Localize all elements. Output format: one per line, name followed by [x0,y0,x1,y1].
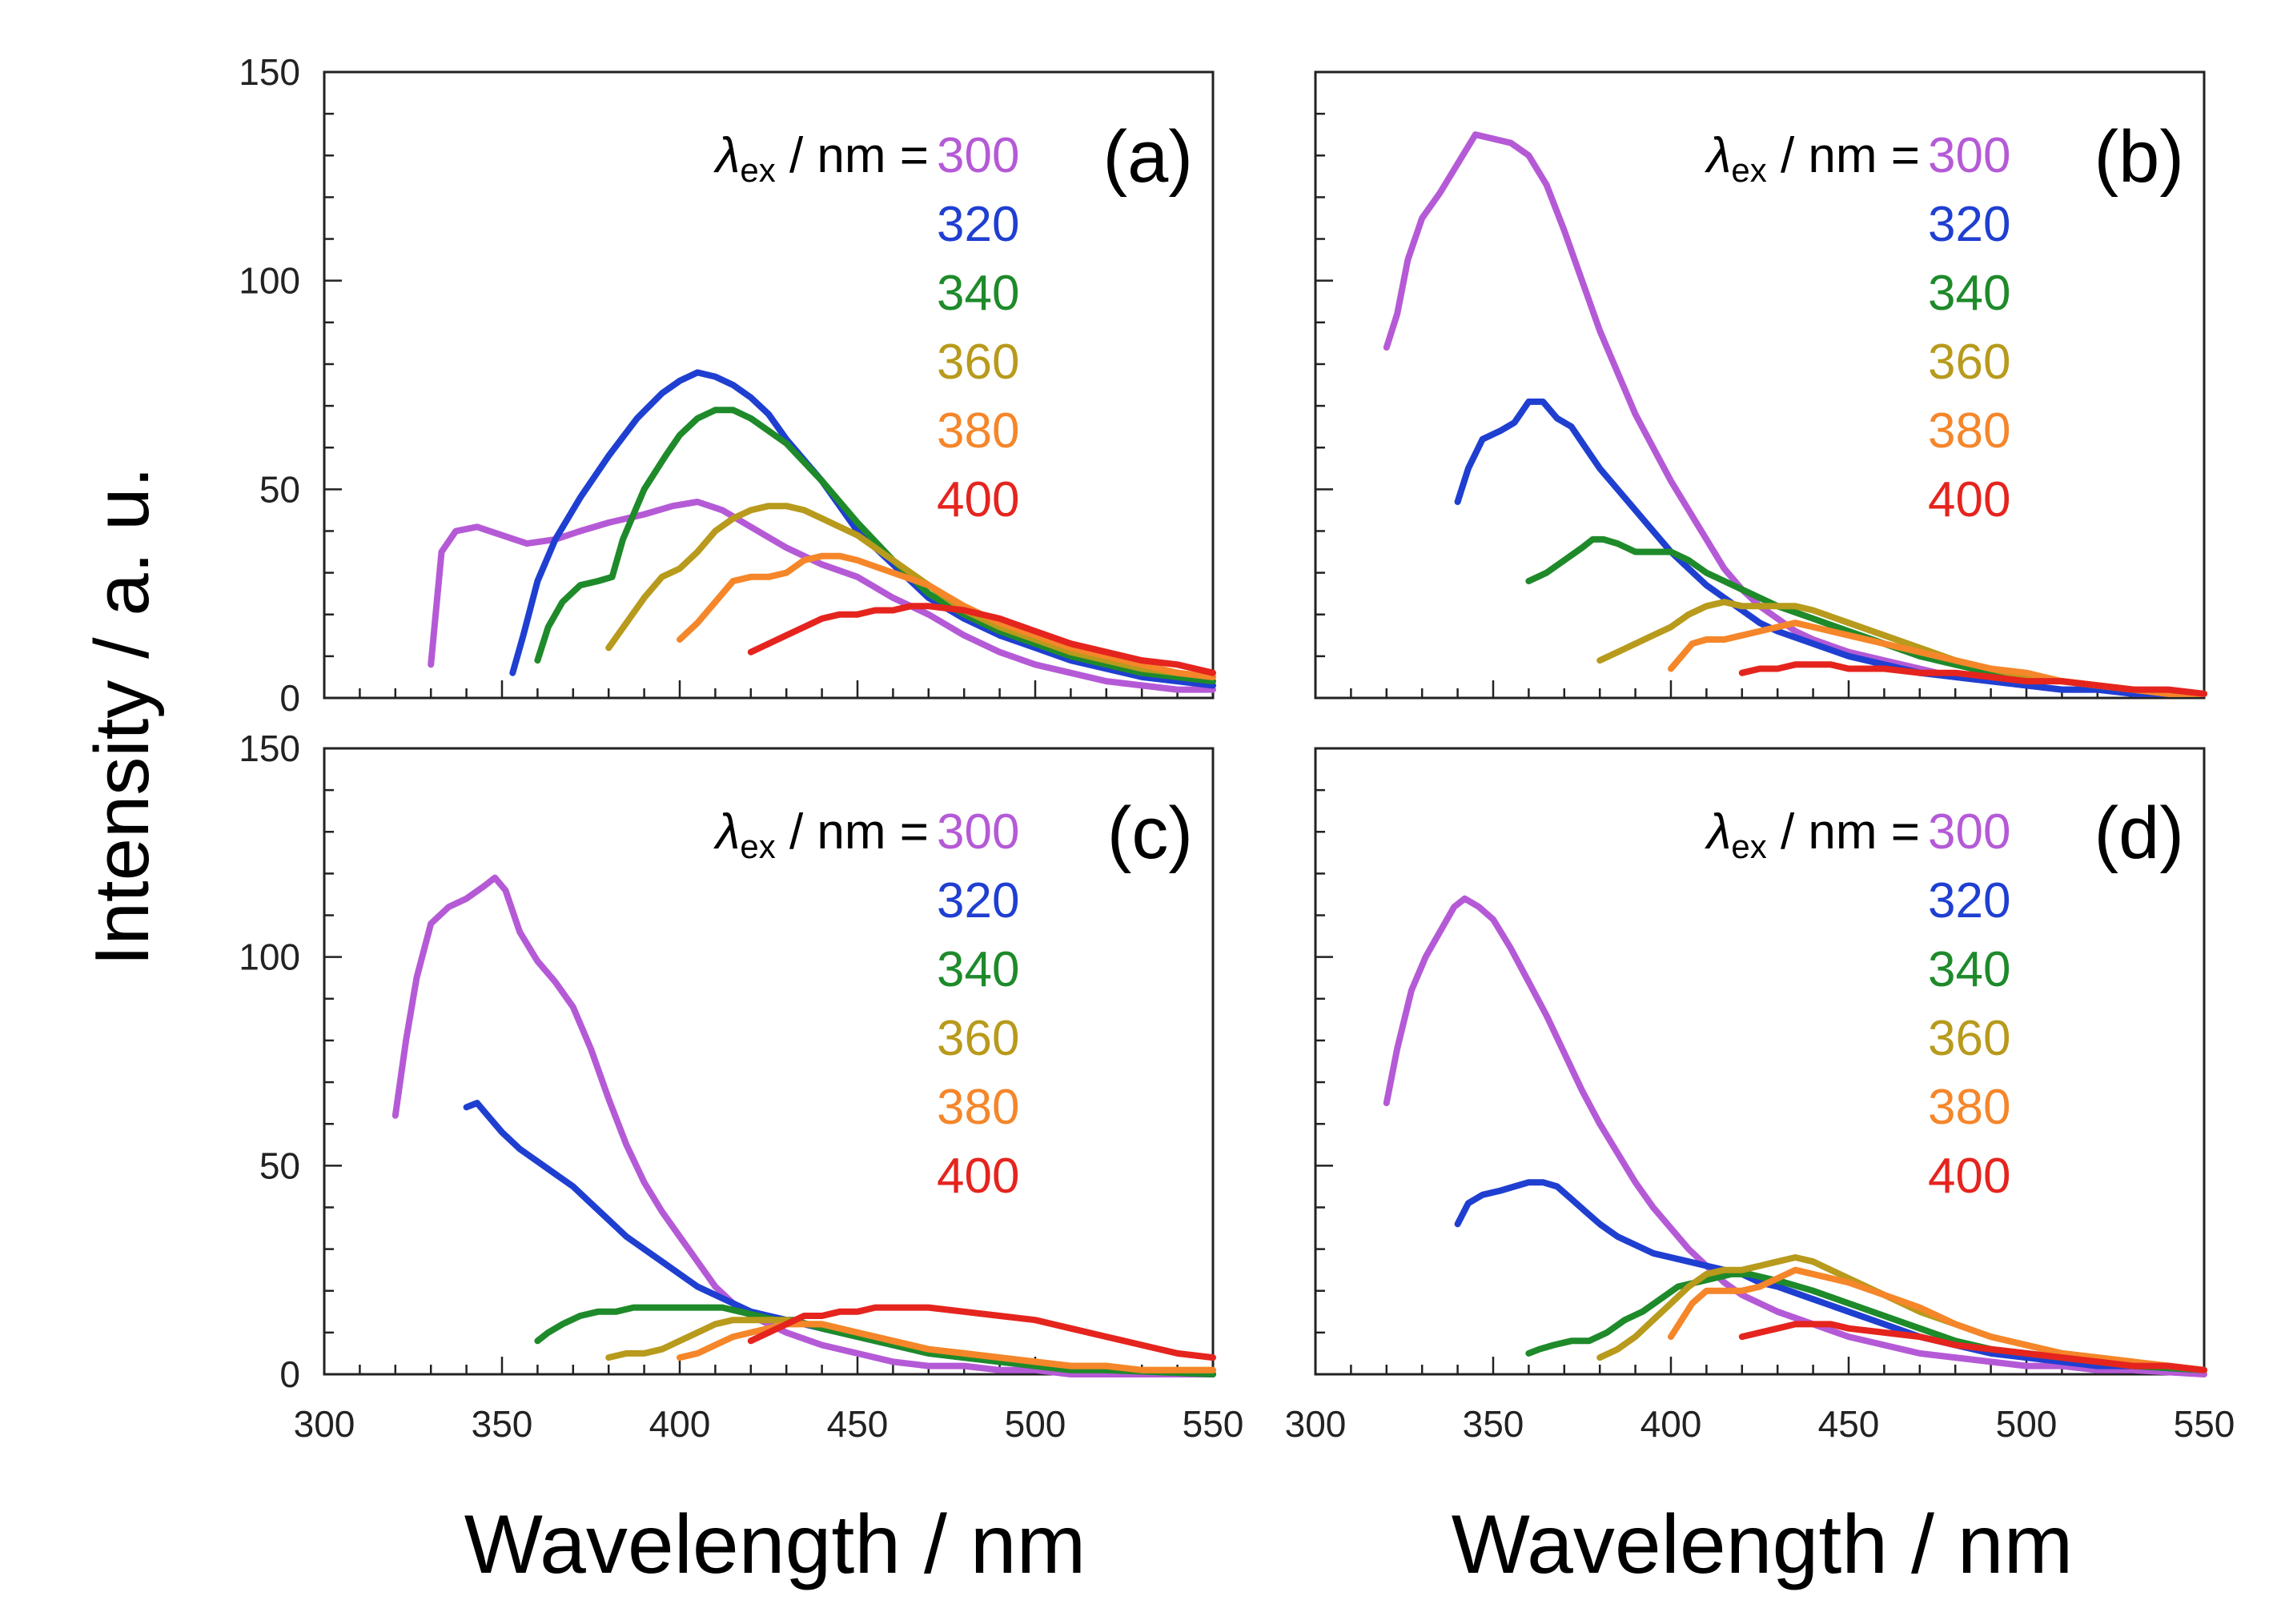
y-tick-label: 100 [239,260,300,302]
legend-prefix: λex / nm = [713,128,929,189]
legend-lambda: λ [713,804,741,860]
x-tick-label: 450 [1818,1403,1880,1445]
x-axis-label-right: Wavelength / nm [1452,1498,2074,1591]
x-tick-label: 400 [649,1403,711,1445]
x-tick-label: 300 [1285,1403,1347,1445]
y-tick-label: 0 [279,677,300,719]
series-line-380 [677,552,1216,680]
panel-a: 0 50 100 150 (a) λex / nm = 300 320 340 360 380 40… [239,51,1216,719]
legend-entry-340: 340 [1928,266,2010,321]
legend-rest: / nm = [1767,128,1920,183]
panel-label: (a) [1103,116,1193,198]
y-tick-label: 50 [259,1145,300,1186]
plot-frame [323,747,1215,1376]
y-tick-label: 100 [239,936,300,978]
y-tick-label: 50 [259,468,300,510]
x-tick-label: 500 [1996,1403,2058,1445]
plot-frame [323,70,1215,700]
legend-subscript: ex [740,151,775,189]
panel-label: (c) [1107,792,1193,874]
legend-lambda: λ [713,128,741,183]
panel-label: (d) [2094,792,2184,874]
y-tick-label: 150 [239,51,300,93]
x-tick-label: 500 [1005,1403,1066,1445]
series-line-320 [1454,398,2207,697]
plot-frame [1314,747,2206,1376]
series-line-340 [534,407,1216,685]
x-tick-label: 400 [1640,1403,1702,1445]
legend-entry-320: 320 [1928,197,2010,252]
legend-entry-300: 300 [1928,804,2010,860]
legend-entry-320: 320 [937,197,1019,252]
series-line-300 [392,874,1216,1377]
legend-entry-380: 380 [937,1080,1019,1135]
legend-entry-360: 360 [1928,1011,2010,1066]
legend-entry-400: 400 [937,1149,1019,1204]
x-tick-label: 350 [1463,1403,1524,1445]
legend-entry-320: 320 [937,873,1019,928]
plot-frame [1314,70,2206,700]
x-tick-label: 450 [827,1403,889,1445]
series-line-360 [605,503,1216,680]
series-line-400 [747,603,1216,676]
series-line-400 [1738,1321,2207,1373]
panel-c: 0 50 100 150 300 350 400 450 500 550 (c) λex / nm =… [239,728,1243,1445]
legend-entry-380: 380 [1928,1080,2010,1135]
legend-prefix: λex / nm = [713,804,929,865]
legend-rest: / nm = [1767,804,1920,860]
legend-entry-300: 300 [937,128,1019,183]
y-tick-label: 150 [239,728,300,769]
series-line-360 [1596,1254,2207,1373]
y-axis-label: Intensity / a. u. [79,467,165,966]
legend-entry-360: 360 [937,1011,1019,1066]
x-tick-label: 550 [1183,1403,1244,1445]
legend-rest: / nm = [776,128,929,183]
x-tick-label: 550 [2174,1403,2235,1445]
legend-entry-300: 300 [1928,128,2010,183]
series-line-320 [1454,1179,2207,1373]
legend-prefix: λex / nm = [1705,128,1920,189]
panel-d: 300 350 400 450 500 550 (d) λex / nm = 300 320 34… [1285,747,2235,1445]
series-line-400 [747,1304,1216,1361]
y-tick-label: 0 [279,1353,300,1395]
legend-entry-340: 340 [937,266,1019,321]
panel-label: (b) [2094,116,2184,198]
panel-b: (b) λex / nm = 300 320 340 360 380 400 [1314,70,2207,700]
legend-lambda: λ [1705,128,1732,183]
legend-rest: / nm = [776,804,929,860]
legend-entry-400: 400 [1928,472,2010,527]
x-axis-label-left: Wavelength / nm [464,1498,1086,1591]
legend-subscript: ex [740,828,775,865]
series-line-340 [534,1304,1216,1377]
legend-entry-300: 300 [937,804,1019,860]
x-tick-label: 350 [472,1403,533,1445]
legend-entry-320: 320 [1928,873,2010,928]
series-line-380 [677,1321,1216,1373]
legend-entry-360: 360 [937,335,1019,390]
legend-entry-400: 400 [1928,1149,2010,1204]
legend-entry-380: 380 [1928,403,2010,459]
series-line-300 [428,499,1216,693]
legend-subscript: ex [1731,828,1766,865]
legend-entry-400: 400 [937,472,1019,527]
legend-prefix: λex / nm = [1705,804,1920,865]
legend-lambda: λ [1705,804,1732,860]
legend-entry-380: 380 [937,403,1019,459]
legend-entry-340: 340 [937,942,1019,997]
legend-entry-340: 340 [1928,942,2010,997]
legend-entry-360: 360 [1928,335,2010,390]
series-line-320 [509,369,1216,689]
series-line-380 [1668,620,2207,697]
legend-subscript: ex [1731,151,1766,189]
series-line-300 [1383,895,2207,1377]
series-line-400 [1738,661,2207,697]
series-line-380 [1668,1266,2207,1373]
x-tick-label: 300 [294,1403,355,1445]
